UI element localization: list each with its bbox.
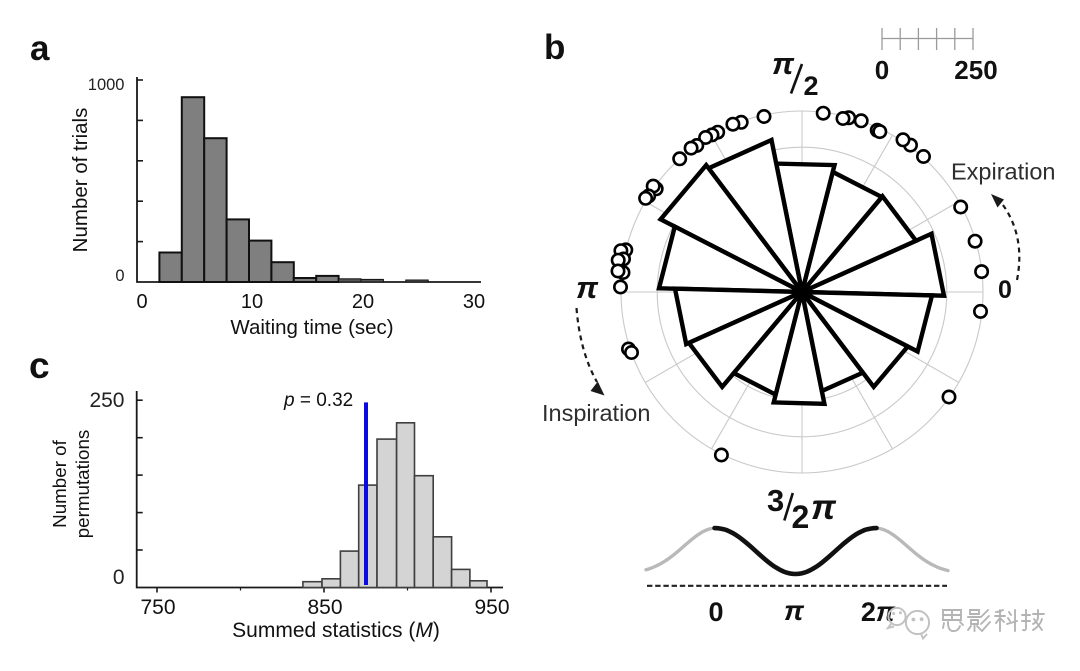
svg-text:0: 0 [115, 267, 124, 285]
svg-text:0: 0 [875, 55, 889, 85]
svg-text:3: 3 [767, 483, 784, 518]
svg-text:250: 250 [954, 55, 997, 85]
svg-text:2: 2 [804, 71, 819, 101]
svg-text:0: 0 [998, 276, 1012, 304]
svg-text:p = 0.32: p = 0.32 [283, 390, 353, 411]
svg-text:Waiting time (sec): Waiting time (sec) [230, 316, 393, 339]
svg-text:Expiration: Expiration [951, 159, 1056, 185]
svg-text:π: π [784, 595, 805, 626]
svg-text:0: 0 [113, 566, 125, 589]
svg-text:c: c [29, 345, 50, 386]
svg-text:Inspiration: Inspiration [542, 400, 650, 426]
svg-text:permutations: permutations [72, 430, 93, 539]
svg-text:0: 0 [136, 291, 147, 313]
svg-text:Number of trials: Number of trials [69, 108, 92, 253]
svg-text:30: 30 [463, 291, 485, 313]
svg-text:π: π [811, 488, 837, 527]
svg-text:250: 250 [89, 389, 124, 412]
svg-text:π: π [576, 270, 599, 305]
svg-text:π: π [772, 46, 795, 81]
svg-text:b: b [544, 28, 565, 67]
svg-text:850: 850 [307, 596, 342, 619]
svg-text:750: 750 [140, 596, 175, 619]
svg-text:Summed statistics (M): Summed statistics (M) [232, 619, 440, 642]
svg-text:0: 0 [708, 597, 723, 627]
svg-text:950: 950 [474, 596, 509, 619]
svg-text:a: a [30, 29, 50, 68]
svg-text:10: 10 [241, 291, 263, 313]
svg-text:Number of: Number of [49, 439, 70, 527]
svg-text:2: 2 [792, 499, 810, 535]
svg-text:1000: 1000 [88, 76, 125, 94]
svg-text:20: 20 [352, 291, 374, 313]
